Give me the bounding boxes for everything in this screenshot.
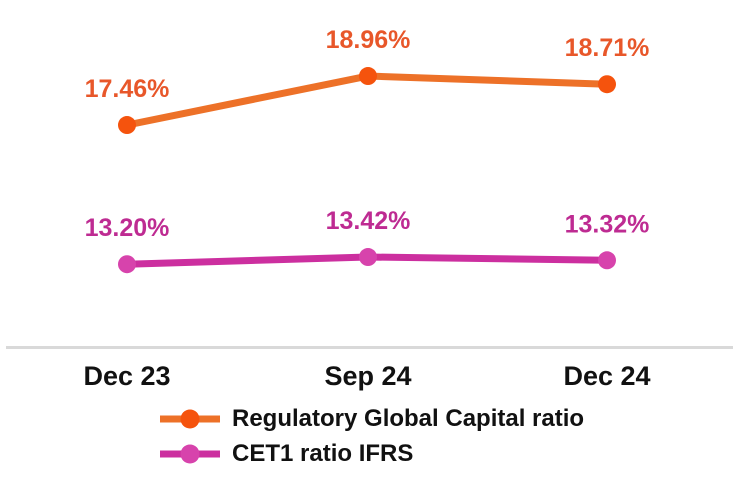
legend-line-marker-icon [160, 444, 220, 464]
x-axis-label-dec24: Dec 24 [563, 361, 651, 391]
data-label: 13.42% [326, 207, 411, 235]
legend-label: Regulatory Global Capital ratio [232, 405, 585, 432]
data-point-marker [598, 75, 616, 94]
data-point-marker [359, 67, 377, 86]
data-point-marker [118, 116, 136, 135]
chart-legend: Regulatory Global Capital ratio CET1 rat… [158, 404, 584, 469]
x-axis-line [6, 346, 733, 349]
data-label: 18.96% [326, 26, 411, 54]
data-point-marker [598, 251, 616, 270]
legend-label: CET1 ratio IFRS [232, 440, 414, 467]
legend-line-marker-icon [160, 409, 220, 429]
data-label: 13.20% [85, 214, 170, 242]
x-axis-label-dec23: Dec 23 [83, 361, 171, 391]
data-point-marker [118, 255, 136, 274]
data-label: 17.46% [85, 75, 170, 103]
data-label: 18.71% [565, 34, 650, 62]
x-axis-label-sep24: Sep 24 [324, 361, 412, 391]
legend-item-regulatory-global-capital-ratio: Regulatory Global Capital ratio [158, 404, 584, 434]
data-label: 13.32% [565, 210, 650, 238]
legend-item-cet1-ratio-ifrs: CET1 ratio IFRS [158, 439, 584, 469]
data-point-marker [359, 248, 377, 267]
